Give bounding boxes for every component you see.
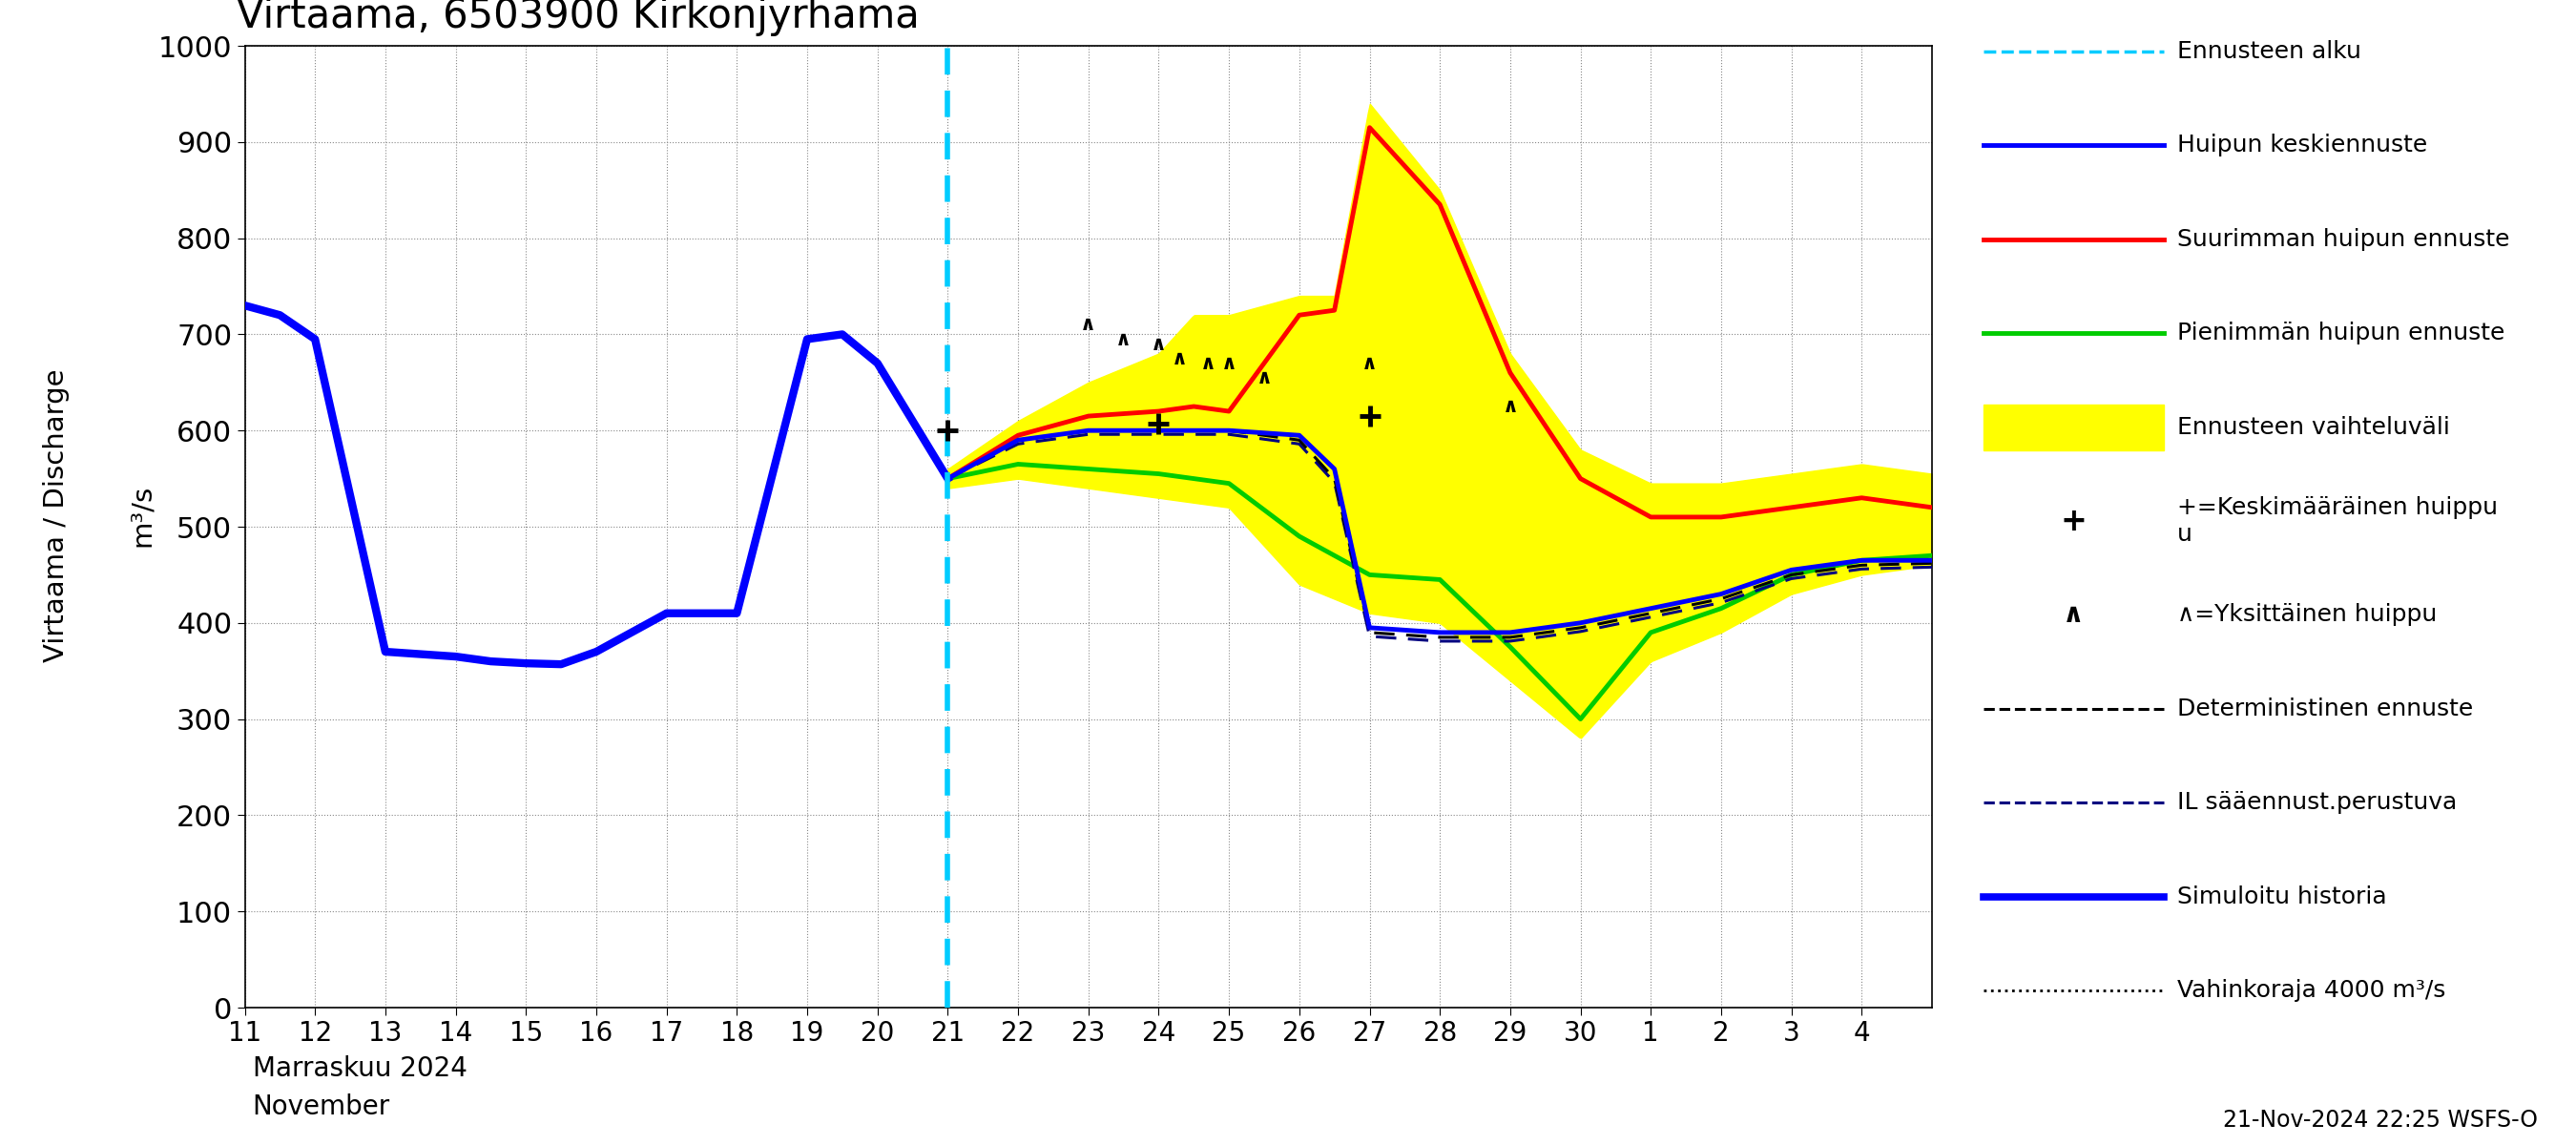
Text: ∧: ∧ [1363,354,1378,373]
Text: ∧: ∧ [1257,369,1273,387]
Text: m³/s: m³/s [129,484,155,546]
Text: ∧: ∧ [1115,330,1131,349]
Text: 21-Nov-2024 22:25 WSFS-O: 21-Nov-2024 22:25 WSFS-O [2223,1108,2537,1131]
Text: ∧: ∧ [1502,397,1517,416]
Text: ∧=Yksittäinen huippu: ∧=Yksittäinen huippu [2177,603,2437,626]
Text: Virtaama / Discharge: Virtaama / Discharge [44,369,70,662]
Text: Virtaama, 6503900 Kirkonjyrhämä: Virtaama, 6503900 Kirkonjyrhämä [237,0,920,35]
Text: Suurimman huipun ennuste: Suurimman huipun ennuste [2177,228,2509,251]
Text: Ennusteen alku: Ennusteen alku [2177,40,2360,63]
Text: Ennusteen vaihteluväli: Ennusteen vaihteluväli [2177,416,2450,439]
Text: November: November [252,1093,389,1120]
Text: Vahinkoraja 4000 m³/s: Vahinkoraja 4000 m³/s [2177,979,2445,1002]
Text: +: + [2061,505,2087,537]
Text: Huipun keskiennuste: Huipun keskiennuste [2177,134,2427,157]
Text: Simuloitu historia: Simuloitu historia [2177,885,2385,908]
Text: ∧: ∧ [1172,349,1188,368]
Text: ∧: ∧ [2063,601,2084,629]
Text: +​=Keskimääräinen huippu
u: +​=Keskimääräinen huippu u [2177,496,2496,546]
Text: Pienimmän huipun ennuste: Pienimmän huipun ennuste [2177,322,2504,345]
Text: ∧: ∧ [1079,315,1097,334]
Text: Marraskuu 2024: Marraskuu 2024 [252,1056,466,1082]
Text: ∧: ∧ [1151,334,1167,354]
Text: Deterministinen ennuste: Deterministinen ennuste [2177,697,2473,720]
Text: ∧: ∧ [1200,354,1216,373]
Text: ∧: ∧ [1221,354,1236,373]
Text: IL sääennust.perustuva: IL sääennust.perustuva [2177,791,2458,814]
